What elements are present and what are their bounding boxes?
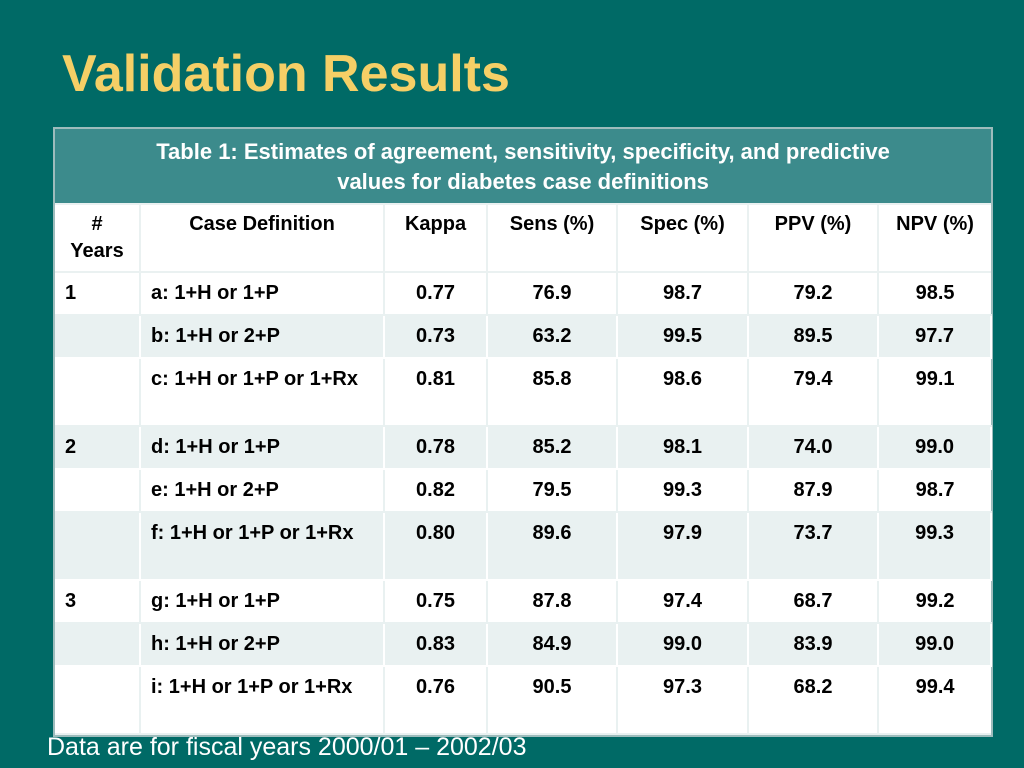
- sens-cell: 63.2: [487, 315, 618, 359]
- spec-cell: 99.5: [617, 315, 749, 359]
- header-npv: NPV (%): [878, 204, 992, 273]
- spec-cell: 98.1: [617, 426, 749, 470]
- table-caption: Table 1: Estimates of agreement, sensiti…: [55, 129, 992, 205]
- spec-cell: 97.3: [617, 666, 749, 735]
- ppv-cell: 87.9: [748, 469, 879, 513]
- kappa-cell: 0.75: [384, 580, 488, 624]
- case-definition-cell: g: 1+H or 1+P: [140, 580, 385, 624]
- years-cell: 3: [55, 580, 141, 624]
- case-definition-cell: f: 1+H or 1+P or 1+Rx: [140, 512, 385, 581]
- sens-cell: 76.9: [487, 272, 618, 316]
- table-row: i: 1+H or 1+P or 1+Rx 0.76 90.5 97.3 68.2 99.…: [55, 666, 992, 735]
- header-sens: Sens (%): [487, 204, 618, 273]
- spec-cell: 98.6: [617, 358, 749, 427]
- table-header-row: # Years Case Definition Kappa Sens (%) S…: [55, 204, 992, 273]
- case-definition-cell: i: 1+H or 1+P or 1+Rx: [140, 666, 385, 735]
- npv-cell: 99.4: [878, 666, 992, 735]
- kappa-cell: 0.82: [384, 469, 488, 513]
- results-table: Table 1: Estimates of agreement, sensiti…: [55, 129, 993, 735]
- kappa-cell: 0.73: [384, 315, 488, 359]
- spec-cell: 97.4: [617, 580, 749, 624]
- ppv-cell: 79.4: [748, 358, 879, 427]
- header-ppv: PPV (%): [748, 204, 879, 273]
- npv-cell: 99.1: [878, 358, 992, 427]
- table-row: b: 1+H or 2+P 0.73 63.2 99.5 89.5 97.7: [55, 315, 993, 359]
- years-cell: 2: [55, 426, 141, 470]
- table-caption-line1: Table 1: Estimates of agreement, sensiti…: [156, 139, 890, 164]
- spec-cell: 98.7: [617, 272, 749, 316]
- npv-cell: 99.2: [878, 580, 992, 624]
- years-cell: [55, 512, 141, 581]
- case-definition-cell: c: 1+H or 1+P or 1+Rx: [140, 358, 385, 427]
- kappa-cell: 0.77: [384, 272, 488, 316]
- ppv-cell: 68.7: [748, 580, 879, 624]
- ppv-cell: 83.9: [748, 623, 879, 667]
- table-row: e: 1+H or 2+P 0.82 79.5 99.3 87.9 98.7: [55, 469, 992, 513]
- header-years-line1: #: [91, 213, 103, 235]
- header-spec: Spec (%): [617, 204, 749, 273]
- years-cell: [55, 358, 141, 427]
- slide-title: Validation Results: [62, 45, 510, 103]
- years-cell: [55, 666, 141, 735]
- npv-cell: 99.0: [878, 623, 993, 667]
- header-years: # Years: [55, 204, 141, 273]
- table-row: 2 d: 1+H or 1+P 0.78 85.2 98.1 74.0 99.0: [55, 426, 993, 470]
- table-row: h: 1+H or 2+P 0.83 84.9 99.0 83.9 99.0: [55, 623, 993, 667]
- sens-cell: 84.9: [487, 623, 618, 667]
- sens-cell: 87.8: [487, 580, 618, 624]
- years-cell: [55, 623, 141, 667]
- case-definition-cell: d: 1+H or 1+P: [140, 426, 385, 470]
- years-cell: [55, 469, 141, 513]
- ppv-cell: 74.0: [748, 426, 879, 470]
- case-definition-cell: e: 1+H or 2+P: [140, 469, 385, 513]
- sens-cell: 89.6: [487, 512, 618, 581]
- kappa-cell: 0.80: [384, 512, 488, 581]
- table-body: 1 a: 1+H or 1+P 0.77 76.9 98.7 79.2 98.5 b: 1+H…: [55, 272, 993, 735]
- sens-cell: 85.8: [487, 358, 618, 427]
- ppv-cell: 79.2: [748, 272, 879, 316]
- npv-cell: 98.5: [878, 272, 992, 316]
- npv-cell: 99.0: [878, 426, 993, 470]
- header-kappa: Kappa: [384, 204, 488, 273]
- table-row: f: 1+H or 1+P or 1+Rx 0.80 89.6 97.9 73.7 99.…: [55, 512, 993, 581]
- kappa-cell: 0.83: [384, 623, 488, 667]
- kappa-cell: 0.78: [384, 426, 488, 470]
- spec-cell: 99.0: [617, 623, 749, 667]
- case-definition-cell: b: 1+H or 2+P: [140, 315, 385, 359]
- case-definition-cell: h: 1+H or 2+P: [140, 623, 385, 667]
- ppv-cell: 68.2: [748, 666, 879, 735]
- sens-cell: 90.5: [487, 666, 618, 735]
- npv-cell: 97.7: [878, 315, 993, 359]
- years-cell: 1: [55, 272, 141, 316]
- kappa-cell: 0.76: [384, 666, 488, 735]
- spec-cell: 99.3: [617, 469, 749, 513]
- header-case-definition: Case Definition: [140, 204, 385, 273]
- results-table-container: Table 1: Estimates of agreement, sensiti…: [53, 127, 993, 737]
- spec-cell: 97.9: [617, 512, 749, 581]
- header-years-line2: Years: [70, 240, 124, 262]
- npv-cell: 99.3: [878, 512, 993, 581]
- table-row: 3 g: 1+H or 1+P 0.75 87.8 97.4 68.7 99.2: [55, 580, 992, 624]
- footnote: Data are for fiscal years 2000/01 – 2002…: [47, 733, 527, 761]
- years-cell: [55, 315, 141, 359]
- kappa-cell: 0.81: [384, 358, 488, 427]
- sens-cell: 85.2: [487, 426, 618, 470]
- npv-cell: 98.7: [878, 469, 992, 513]
- table-row: 1 a: 1+H or 1+P 0.77 76.9 98.7 79.2 98.5: [55, 272, 992, 316]
- ppv-cell: 73.7: [748, 512, 879, 581]
- table-caption-line2: values for diabetes case definitions: [337, 169, 709, 194]
- case-definition-cell: a: 1+H or 1+P: [140, 272, 385, 316]
- table-row: c: 1+H or 1+P or 1+Rx 0.81 85.8 98.6 79.4 99.…: [55, 358, 992, 427]
- ppv-cell: 89.5: [748, 315, 879, 359]
- sens-cell: 79.5: [487, 469, 618, 513]
